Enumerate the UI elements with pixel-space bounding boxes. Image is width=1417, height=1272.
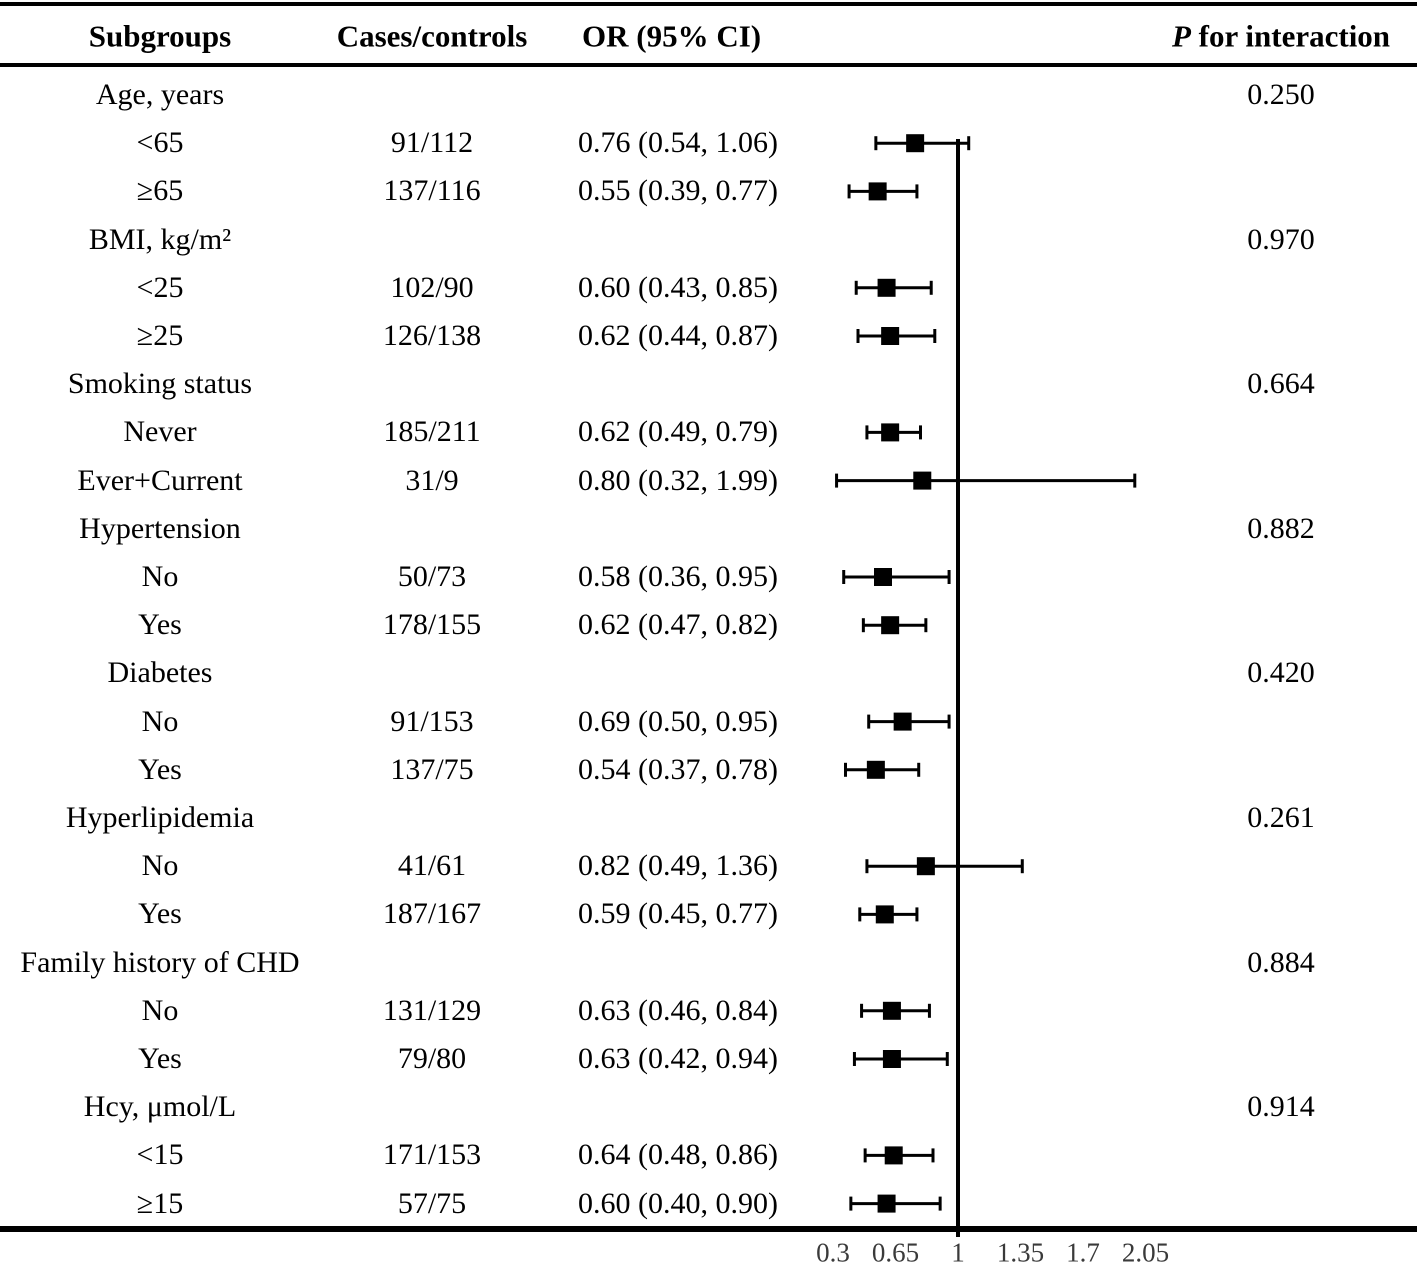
cases-controls-value: 131/129 [382, 993, 482, 1027]
or-marker [881, 616, 900, 635]
or-ci-value: 0.76 (0.54, 1.06) [578, 126, 778, 160]
subgroup-label: <25 [136, 270, 184, 304]
cases-controls-value: 57/75 [397, 1186, 467, 1220]
subgroup-label: <65 [136, 126, 184, 160]
or-ci-value: 0.55 (0.39, 0.77) [578, 174, 778, 208]
subgroup-label: <15 [136, 1138, 184, 1172]
p-interaction-value: 0.884 [1247, 945, 1315, 979]
or-marker [881, 327, 900, 345]
subgroup-label: Yes [138, 1042, 182, 1075]
or-ci-value: 0.59 (0.45, 0.77) [578, 897, 778, 931]
or-marker [882, 1001, 901, 1020]
or-marker [916, 857, 935, 876]
axis-tick-label: 1.7 [1066, 1237, 1100, 1268]
or-ci-value: 0.63 (0.42, 0.94) [578, 1042, 778, 1075]
or-marker [875, 905, 894, 924]
p-italic-letter: P [1171, 18, 1191, 54]
cases-controls-value: 91/112 [390, 126, 474, 160]
or-marker [866, 760, 885, 779]
p-interaction-value: 0.261 [1247, 801, 1315, 834]
cases-controls-value: 185/211 [383, 415, 481, 449]
or-ci-value: 0.82 (0.49, 1.36) [578, 849, 778, 883]
or-ci-value: 0.62 (0.44, 0.87) [578, 319, 778, 352]
group-label: Age, years [95, 78, 225, 111]
or-marker [884, 1146, 903, 1165]
or-marker [881, 423, 900, 442]
axis-tick-label: 2.05 [1121, 1237, 1170, 1268]
or-marker [874, 568, 893, 586]
or-ci-value: 0.60 (0.40, 0.90) [578, 1186, 778, 1220]
or-ci-value: 0.64 (0.48, 0.86) [578, 1138, 778, 1172]
cases-controls-value: 171/153 [382, 1138, 482, 1172]
p-header-rest: for interaction [1190, 18, 1391, 54]
subgroup-label: ≥25 [136, 319, 184, 352]
cases-controls-value: 187/167 [382, 897, 482, 931]
subgroup-label: ≥15 [136, 1186, 184, 1220]
or-ci-value: 0.63 (0.46, 0.84) [578, 993, 778, 1027]
or-marker [893, 712, 912, 731]
p-interaction-value: 0.970 [1247, 222, 1315, 256]
cases-controls-value: 137/116 [383, 174, 481, 208]
axis-tick-label: 1.35 [996, 1237, 1045, 1268]
header-rule [0, 63, 1417, 67]
cases-controls-value: 31/9 [405, 463, 459, 497]
or-ci-value: 0.62 (0.49, 0.79) [578, 415, 778, 449]
p-interaction-value: 0.664 [1247, 367, 1315, 401]
cases-controls-value: 91/153 [390, 704, 474, 738]
or-ci-value: 0.62 (0.47, 0.82) [578, 608, 778, 642]
group-label: Hcy, μmol/L [83, 1090, 237, 1124]
p-interaction-value: 0.882 [1247, 511, 1315, 545]
cases-controls-value: 79/80 [397, 1042, 467, 1075]
group-label: Hypertension [79, 511, 241, 545]
bottom-rule [0, 1226, 1417, 1232]
subgroup-label: Never [123, 415, 197, 449]
axis-tick-label: 0.3 [816, 1237, 850, 1268]
group-label: Hyperlipidemia [65, 801, 255, 834]
column-header-or-ci: OR (95% CI) [582, 18, 762, 54]
subgroup-label: No [141, 993, 179, 1027]
or-ci-value: 0.58 (0.36, 0.95) [578, 560, 778, 593]
axis-tick-label: 1 [951, 1237, 965, 1268]
or-ci-value: 0.54 (0.37, 0.78) [578, 752, 778, 786]
p-interaction-value: 0.914 [1247, 1090, 1315, 1124]
group-label: Diabetes [107, 656, 213, 690]
column-header-p-interaction: P for interaction [1172, 21, 1390, 52]
or-ci-value: 0.69 (0.50, 0.95) [578, 704, 778, 738]
subgroup-label: No [141, 849, 179, 883]
subgroup-label: Yes [138, 897, 182, 931]
column-header-subgroups: Subgroups [88, 18, 232, 54]
cases-controls-value: 178/155 [382, 608, 482, 642]
axis-tick-label: 0.65 [871, 1237, 920, 1268]
subgroup-label: No [141, 560, 179, 593]
subgroup-label: Yes [138, 752, 182, 786]
subgroup-label: ≥65 [136, 174, 184, 208]
cases-controls-value: 102/90 [390, 270, 474, 304]
subgroup-label: No [141, 704, 179, 738]
group-label: BMI, kg/m² [88, 222, 232, 256]
group-label: Smoking status [67, 367, 253, 401]
or-marker [877, 1194, 896, 1213]
top-rule [0, 2, 1417, 6]
group-label: Family history of CHD [20, 945, 300, 979]
or-ci-value: 0.60 (0.43, 0.85) [578, 270, 778, 304]
or-marker [906, 134, 925, 153]
column-header-cases-controls: Cases/controls [336, 18, 528, 54]
or-ci-value: 0.80 (0.32, 1.99) [578, 463, 778, 497]
p-interaction-value: 0.250 [1247, 78, 1315, 111]
or-marker [877, 278, 896, 297]
or-marker [882, 1050, 901, 1068]
cases-controls-value: 126/138 [382, 319, 482, 352]
or-marker [913, 471, 932, 490]
cases-controls-value: 41/61 [397, 849, 467, 883]
subgroup-label: Ever+Current [77, 463, 243, 497]
cases-controls-value: 50/73 [397, 560, 467, 593]
cases-controls-value: 137/75 [390, 752, 474, 786]
subgroup-label: Yes [138, 608, 182, 642]
p-interaction-value: 0.420 [1247, 656, 1315, 690]
or-marker [868, 182, 887, 201]
